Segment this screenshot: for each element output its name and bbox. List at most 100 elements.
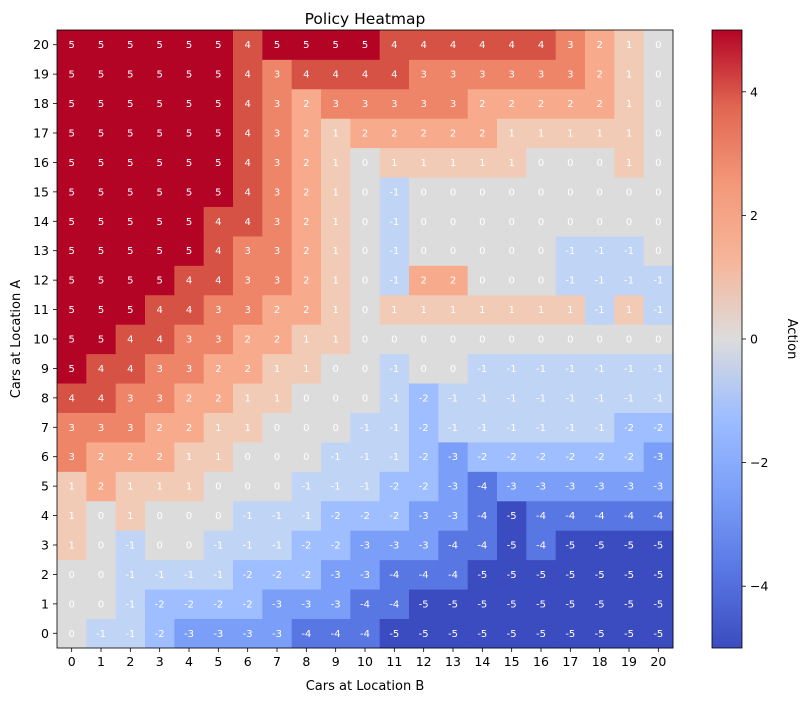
heatmap-cell-value: -1 [653,393,663,404]
heatmap-cell-value: 1 [508,158,514,169]
heatmap-cell [291,294,322,325]
heatmap-cell [57,353,87,384]
heatmap-cell [350,383,381,413]
heatmap-cell [438,88,469,119]
heatmap-cell-value: -3 [331,570,341,581]
heatmap-cell [409,324,439,355]
heatmap-cell [321,383,351,413]
heatmap-cell [86,88,117,119]
x-tick-label: 14 [474,654,490,669]
heatmap-cell [467,206,498,237]
heatmap-cell [643,442,674,472]
heatmap-cell-value: -5 [507,570,517,581]
heatmap-cell-value: -2 [243,599,253,610]
heatmap-cell [643,236,674,266]
heatmap-cell [614,412,645,443]
heatmap-cell [438,471,469,502]
heatmap-cell [555,353,586,384]
heatmap-cell-value: 1 [450,305,456,316]
heatmap-cell [174,236,205,266]
heatmap-cell [555,236,586,266]
x-axis-ticks: 0 1 2 3 4 5 6 7 8 9 10 11 12 13 14 15 16 17 18 19 20 [68,648,666,669]
heatmap-cell-value: -1 [595,364,605,375]
heatmap-cell [614,236,645,266]
heatmap-cell-value: 4 [391,40,397,51]
heatmap-cell-value: -3 [536,482,546,493]
heatmap-cell [438,177,469,207]
heatmap-cell-value: -5 [389,629,399,640]
heatmap-cell [467,500,498,531]
heatmap-cell [262,442,293,472]
heatmap-cell-value: -1 [301,482,311,493]
heatmap-cell-value: 4 [215,217,221,228]
heatmap-cell-value: -1 [125,541,135,552]
heatmap-cell-value: 0 [479,217,485,228]
heatmap-cell [203,265,234,296]
heatmap-cell-value: -1 [389,452,399,463]
heatmap-cell-value: 1 [538,305,544,316]
heatmap-cell-value: 0 [420,187,426,198]
heatmap-cell-value: 0 [508,187,514,198]
heatmap-cell [350,177,381,207]
heatmap-cell [555,530,586,561]
heatmap-cell-value: -3 [565,482,575,493]
heatmap-cell-value: -3 [448,482,458,493]
heatmap-cell-value: -3 [184,629,194,640]
heatmap-cell-value: 4 [303,70,309,81]
heatmap-cell-value: 0 [332,423,338,434]
heatmap-cell [86,618,117,649]
heatmap-cell [115,147,146,178]
heatmap-cell [350,118,381,149]
heatmap-cell [57,324,87,355]
heatmap-cell-value: 5 [215,158,221,169]
y-tick-label: 4 [41,508,49,523]
heatmap-cell-value: 0 [596,217,602,228]
heatmap-cell [350,206,381,237]
heatmap-cell [174,383,205,413]
heatmap-cell [321,294,351,325]
heatmap-cell-value: 5 [68,99,74,110]
heatmap-cell [174,265,205,296]
heatmap-cell [262,147,293,178]
heatmap-cell [174,559,205,590]
heatmap-cell-value: -2 [331,511,341,522]
heatmap-cell [555,294,586,325]
heatmap-cell-value: 2 [450,129,456,140]
heatmap-cell [585,88,615,119]
heatmap-cell [467,30,498,60]
heatmap-cell-value: 4 [98,393,104,404]
heatmap-cell-value: 5 [127,246,133,257]
heatmap-cell [526,294,557,325]
heatmap-cell-value: -1 [360,452,370,463]
heatmap-cell-value: -3 [360,570,370,581]
heatmap-cell-value: 5 [156,246,162,257]
heatmap-cell [115,412,146,443]
heatmap-cell [467,236,498,266]
heatmap-cell [438,118,469,149]
heatmap-cell-value: -5 [595,541,605,552]
heatmap-cell [614,530,645,561]
heatmap-cell-value: -1 [389,364,399,375]
heatmap-cell-value: 3 [186,335,192,346]
heatmap-cell-value: 2 [244,335,250,346]
heatmap-cell [291,353,322,384]
heatmap-cell-value: -5 [507,511,517,522]
heatmap-cell [350,324,381,355]
heatmap-cell [409,177,439,207]
heatmap-cell-value: 0 [508,246,514,257]
heatmap-cell-value: 3 [479,70,485,81]
heatmap-cell [526,324,557,355]
heatmap-cell-value: -1 [595,393,605,404]
heatmap-cell-value: 0 [362,305,368,316]
heatmap-cell [321,177,351,207]
heatmap-cell [526,530,557,561]
heatmap-cell-value: 5 [68,158,74,169]
heatmap-cell-value: 0 [332,364,338,375]
heatmap-cell-value: -4 [653,511,663,522]
x-tick-label: 16 [533,654,549,669]
heatmap-cell-value: 0 [655,187,661,198]
heatmap-cell [643,88,674,119]
heatmap-cell-value: 3 [68,423,74,434]
heatmap-cell-value: 2 [303,305,309,316]
heatmap-cell [86,559,117,590]
